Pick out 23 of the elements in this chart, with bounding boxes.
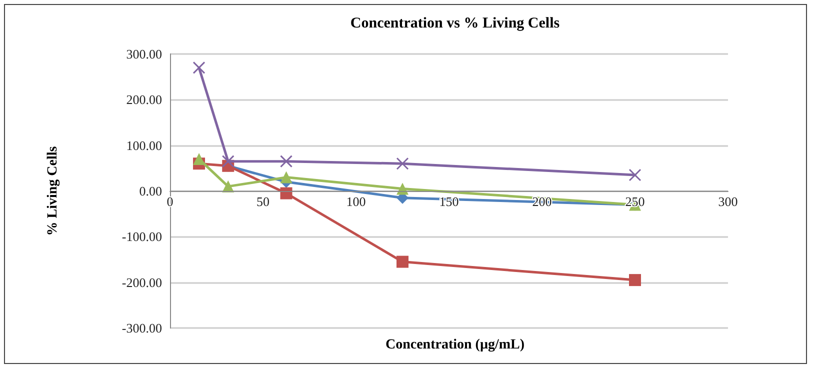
x-tick-label: 50 [256, 194, 270, 209]
y-axis-title: % Living Cells [46, 146, 60, 236]
x-tick-label: 0 [166, 194, 174, 209]
point [396, 256, 408, 268]
point [396, 157, 409, 170]
point [192, 61, 206, 74]
point [222, 155, 234, 168]
point [280, 187, 292, 200]
point [628, 168, 642, 182]
y-tick-label: 0.00 [139, 184, 162, 198]
y-tick-label: 300.00 [126, 46, 162, 62]
y-tick-label: -100.00 [122, 229, 162, 244]
point [280, 155, 292, 168]
x-axis-title: Concentration (µg/mL) [385, 338, 525, 352]
y-tick-label: 100.00 [126, 138, 162, 153]
chart-title: Concentration vs % Living Cells [350, 16, 560, 32]
x-tick-label: 300 [718, 194, 738, 209]
y-tick-label: 200.00 [126, 92, 162, 108]
point [280, 171, 292, 184]
y-tick-label: -200.00 [122, 274, 162, 290]
point [629, 274, 641, 286]
x-tick-label: 100 [346, 194, 366, 209]
y-tick-label: -300.00 [122, 320, 162, 336]
